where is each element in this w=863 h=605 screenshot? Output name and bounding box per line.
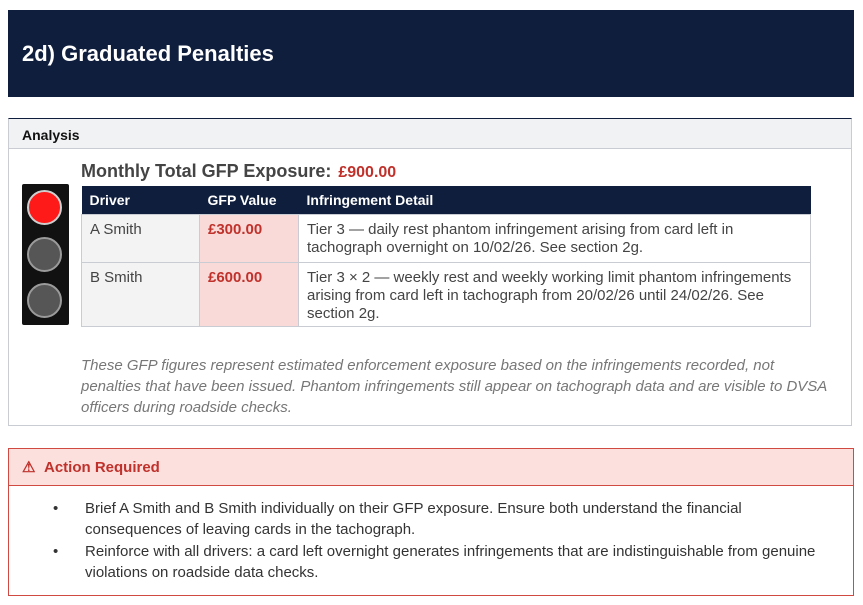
driver-cell: A Smith — [81, 214, 200, 263]
analysis-note: These GFP figures represent estimated en… — [81, 357, 827, 416]
analysis-header: Analysis — [9, 119, 851, 149]
action-list: • Brief A Smith and B Smith individually… — [9, 498, 853, 584]
infringement-detail-cell: Tier 3 — daily rest phantom infringement… — [298, 214, 811, 263]
analysis-heading: Analysis — [22, 127, 80, 143]
list-item: • Reinforce with all drivers: a card lef… — [9, 541, 853, 583]
warning-icon: ⚠ — [22, 459, 36, 476]
infringement-detail-cell: Tier 3 × 2 — weekly rest and weekly work… — [298, 262, 811, 327]
table-row: A Smith £300.00 Tier 3 — daily rest phan… — [81, 214, 811, 263]
bullet-icon: • — [53, 500, 59, 517]
exposure-summary: Monthly Total GFP Exposure: £900.00 — [81, 161, 396, 182]
table-row: B Smith £600.00 Tier 3 × 2 — weekly rest… — [81, 262, 811, 327]
driver-cell: B Smith — [81, 262, 200, 327]
column-header-gfp-value: GFP Value — [199, 186, 299, 215]
action-required-panel: ⚠ Action Required • Brief A Smith and B … — [8, 448, 854, 596]
page-header: 2d) Graduated Penalties — [8, 10, 854, 97]
gfp-value-cell: £300.00 — [199, 214, 299, 263]
exposure-amount: £900.00 — [338, 164, 397, 181]
amber-light-off — [27, 237, 62, 272]
green-light-off — [27, 283, 62, 318]
page-title: 2d) Graduated Penalties — [22, 41, 274, 66]
column-header-driver: Driver — [81, 186, 200, 215]
action-title: Action Required — [44, 459, 160, 476]
traffic-light-icon — [22, 184, 69, 325]
table-header-row: Driver GFP Value Infringement Detail — [81, 186, 811, 215]
column-header-infringement-detail: Infringement Detail — [298, 186, 811, 215]
analysis-panel: Analysis Monthly Total GFP Exposure: £900… — [8, 118, 852, 426]
bullet-icon: • — [53, 543, 59, 560]
gfp-table: Driver GFP Value Infringement Detail A S… — [81, 186, 811, 327]
exposure-label: Monthly Total GFP Exposure: — [81, 161, 332, 181]
action-item-text: Brief A Smith and B Smith individually o… — [85, 500, 742, 538]
red-light — [27, 190, 62, 225]
gfp-value-cell: £600.00 — [199, 262, 299, 327]
list-item: • Brief A Smith and B Smith individually… — [9, 498, 853, 540]
action-header: ⚠ Action Required — [9, 449, 853, 486]
action-item-text: Reinforce with all drivers: a card left … — [85, 543, 816, 581]
